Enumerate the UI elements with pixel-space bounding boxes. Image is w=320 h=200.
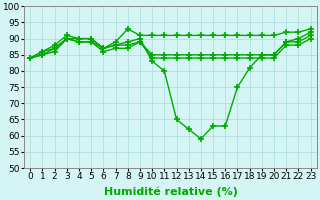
- X-axis label: Humidité relative (%): Humidité relative (%): [103, 187, 237, 197]
